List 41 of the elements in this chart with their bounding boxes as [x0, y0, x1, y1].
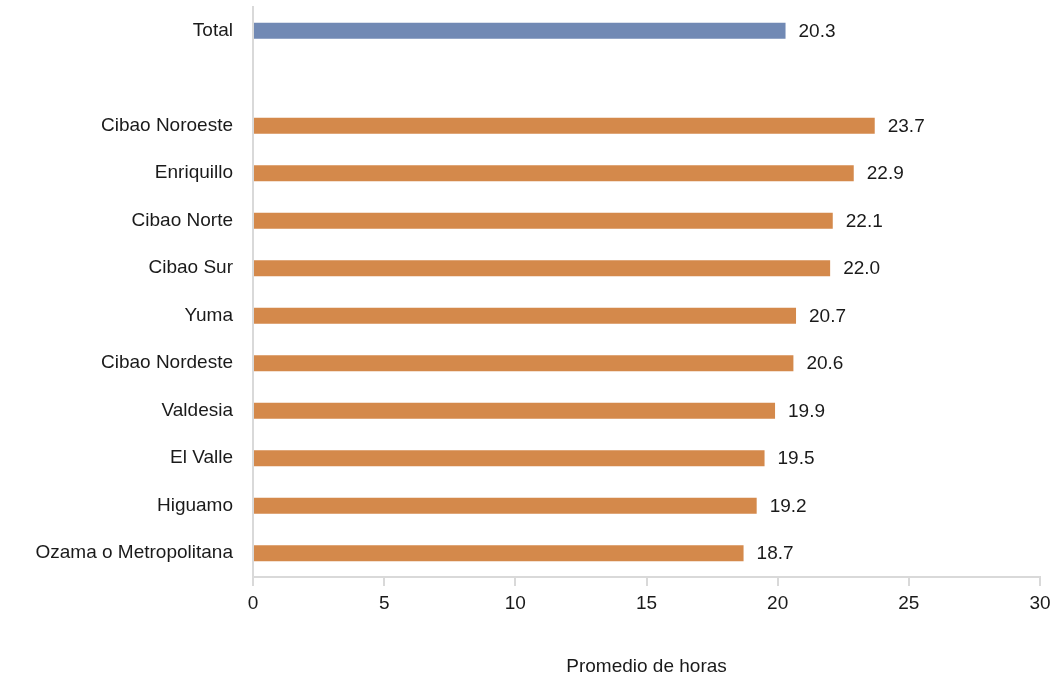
data-label: 23.7 — [887, 114, 925, 136]
y-tick-label: Enriquillo — [154, 161, 233, 183]
y-tick-label: Cibao Noroeste — [100, 113, 233, 135]
x-tick-label: 25 — [898, 591, 920, 613]
bar — [254, 545, 744, 562]
y-tick-label: Total — [192, 18, 233, 40]
bar — [254, 355, 794, 372]
bar — [254, 450, 765, 467]
y-tick-label: Cibao Norte — [131, 208, 233, 230]
bar — [254, 307, 797, 324]
bar — [254, 22, 786, 39]
y-tick-label: Cibao Nordeste — [100, 351, 233, 373]
x-axis-title: Promedio de horas — [566, 654, 727, 676]
data-label: 22.0 — [843, 257, 881, 279]
data-label: 18.7 — [756, 542, 794, 564]
y-tick-label: Higuamo — [156, 493, 233, 515]
x-tick-label: 5 — [378, 591, 390, 613]
bar — [254, 212, 833, 229]
x-tick-label: 0 — [247, 591, 259, 613]
bar — [254, 165, 854, 182]
bar — [254, 117, 875, 134]
bar — [254, 497, 757, 514]
y-tick-label: El Valle — [169, 446, 233, 468]
data-label: 20.6 — [806, 352, 844, 374]
x-tick-label: 30 — [1029, 591, 1051, 613]
y-tick-label: Valdesia — [161, 398, 234, 420]
data-label: 20.3 — [798, 19, 836, 41]
y-tick-label: Ozama o Metropolitana — [35, 541, 234, 563]
data-label: 22.9 — [866, 162, 904, 184]
y-tick-label: Cibao Sur — [148, 256, 234, 278]
x-tick-label: 20 — [767, 591, 789, 613]
x-tick-label: 15 — [635, 591, 658, 613]
data-label: 22.1 — [845, 209, 883, 231]
x-tick-label: 10 — [504, 591, 526, 613]
bar — [254, 260, 831, 277]
data-label: 19.2 — [769, 494, 807, 516]
data-label: 19.9 — [788, 399, 826, 421]
data-label: 19.5 — [777, 447, 815, 469]
data-label: 20.7 — [809, 304, 847, 326]
bar — [254, 402, 776, 419]
y-tick-label: Yuma — [184, 303, 234, 325]
